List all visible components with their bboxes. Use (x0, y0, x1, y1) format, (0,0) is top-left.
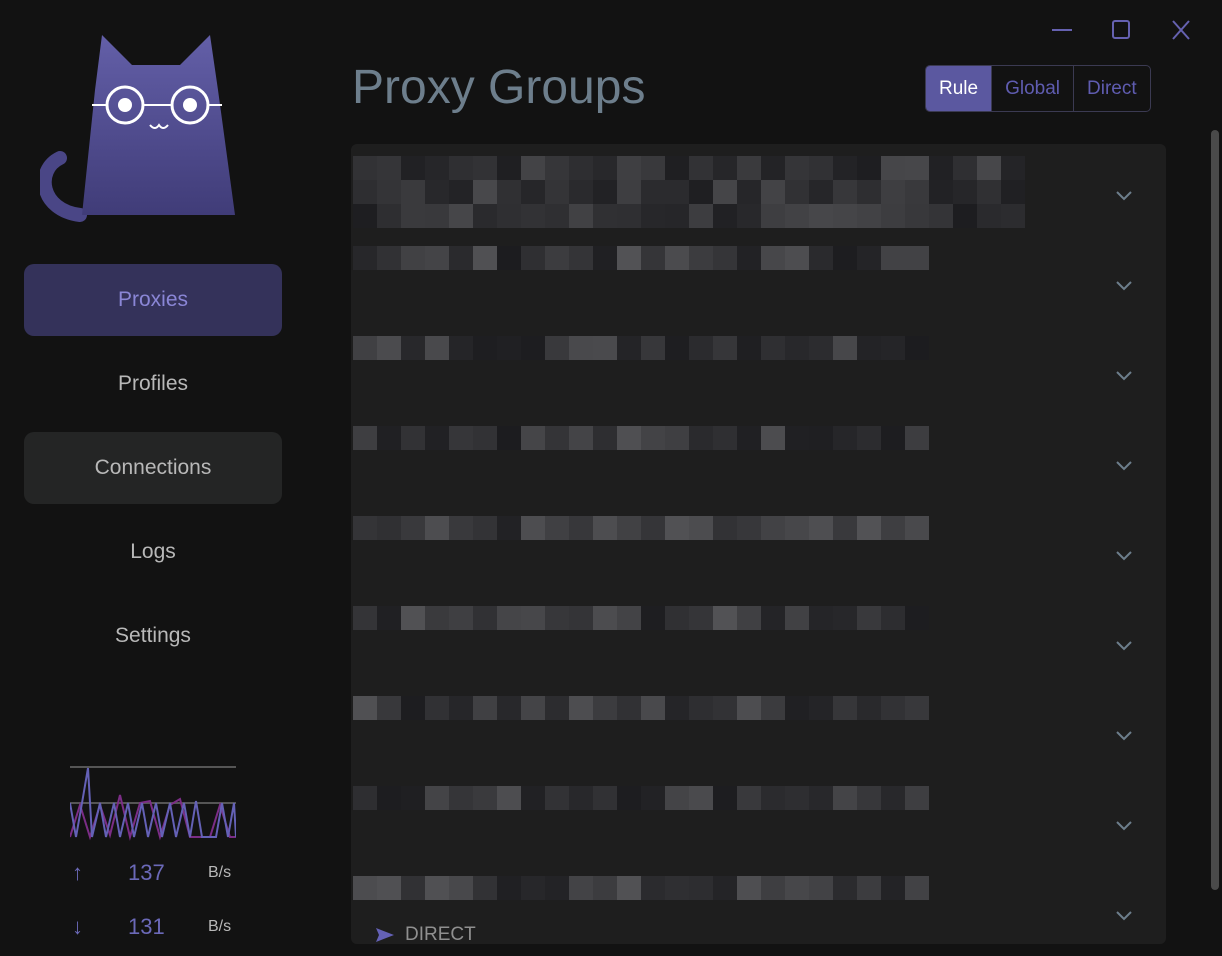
mode-rule-button[interactable]: Rule (926, 66, 992, 111)
arrow-down-icon: ↓ (72, 914, 83, 939)
proxy-group-row[interactable] (351, 504, 1166, 594)
chevron-down-icon[interactable] (1114, 818, 1134, 832)
sidebar-item-settings[interactable]: Settings (115, 624, 191, 647)
cat-logo (40, 35, 235, 222)
selected-proxy: DIRECT (375, 924, 476, 944)
proxy-group-row[interactable] (351, 414, 1166, 504)
mode-selector: Rule Global Direct (925, 65, 1151, 112)
proxy-group-row[interactable] (351, 684, 1166, 774)
download-value: 131 (128, 914, 165, 939)
upload-line (70, 767, 236, 838)
pixelated-group-info (353, 156, 1025, 228)
sidebar-item-profiles[interactable]: Profiles (117, 372, 189, 395)
upload-speed: ↑ 137 B/s (72, 858, 242, 888)
upload-value: 137 (128, 860, 165, 885)
pixelated-group-info (353, 516, 1025, 540)
pixelated-group-info (353, 426, 1025, 450)
sidebar-item-logs[interactable]: Logs (130, 540, 176, 563)
sidebar-item-proxies[interactable]: Proxies (24, 264, 282, 336)
pixelated-group-info (353, 786, 1025, 810)
proxy-group-row[interactable] (351, 234, 1166, 324)
mode-direct-button[interactable]: Direct (1073, 66, 1150, 111)
chevron-down-icon[interactable] (1114, 908, 1134, 922)
upload-unit: B/s (208, 864, 232, 881)
pixelated-group-info (353, 246, 1025, 270)
traffic-graph (70, 766, 236, 841)
proxy-group-row[interactable] (351, 864, 1166, 944)
send-icon (376, 928, 394, 942)
proxy-group-list: DIRECT (351, 144, 1166, 944)
pixelated-group-info (353, 876, 1025, 900)
chevron-down-icon[interactable] (1114, 728, 1134, 742)
chevron-down-icon[interactable] (1114, 278, 1134, 292)
chevron-down-icon[interactable] (1114, 458, 1134, 472)
close-icon[interactable] (1169, 18, 1193, 42)
chevron-down-icon[interactable] (1114, 638, 1134, 652)
page-title: Proxy Groups (352, 61, 646, 114)
chevron-down-icon[interactable] (1114, 368, 1134, 382)
pixelated-group-info (353, 606, 1025, 630)
download-speed: ↓ 131 B/s (72, 912, 242, 942)
pixelated-group-info (353, 336, 1025, 360)
arrow-up-icon: ↑ (72, 860, 83, 885)
chevron-down-icon[interactable] (1114, 548, 1134, 562)
sidebar: Proxies Profiles Connections Logs Settings ↑… (0, 0, 306, 956)
download-unit: B/s (208, 918, 232, 935)
proxy-group-row[interactable] (351, 594, 1166, 684)
scrollbar[interactable] (1211, 130, 1219, 890)
pixelated-group-info (353, 696, 1025, 720)
selected-proxy-label: DIRECT (405, 924, 476, 944)
chevron-down-icon[interactable] (1114, 188, 1134, 202)
proxy-group-row[interactable] (351, 774, 1166, 864)
proxy-group-row[interactable] (351, 144, 1166, 234)
mode-global-button[interactable]: Global (991, 66, 1073, 111)
minimize-icon[interactable] (1050, 18, 1074, 42)
sidebar-item-connections[interactable]: Connections (24, 432, 282, 504)
proxy-group-row[interactable] (351, 324, 1166, 414)
maximize-icon[interactable] (1109, 18, 1133, 42)
